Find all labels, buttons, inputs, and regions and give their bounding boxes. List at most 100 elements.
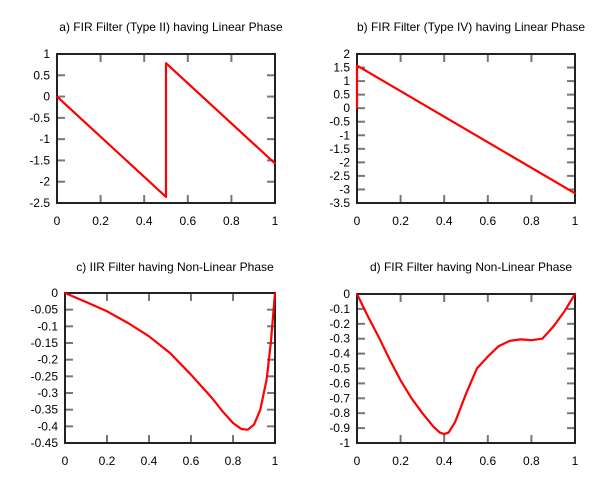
plot-frame [356, 53, 576, 204]
y-tick-label: 0.5 [33, 68, 50, 82]
y-tick-label: -0.5 [329, 362, 350, 376]
data-point [563, 311, 565, 313]
y-tick-label: -0.4 [37, 419, 58, 433]
y-tick-label: -0.5 [29, 111, 50, 125]
y-tick-label: -0.5 [329, 115, 350, 129]
data-point [432, 425, 435, 428]
y-tick-label: -3 [339, 182, 350, 196]
y-tick-label: -1 [339, 436, 350, 450]
y-tick-label: -0.1 [329, 302, 350, 316]
data-point [367, 315, 369, 318]
series-line [355, 64, 576, 195]
data-point [274, 292, 276, 294]
y-tick-label: -0.2 [329, 317, 350, 331]
subplot-title: a) FIR Filter (Type II) having Linear Ph… [59, 20, 283, 34]
subplot-title: d) FIR Filter having Non-Linear Phase [370, 260, 572, 274]
data-point [465, 393, 467, 395]
data-point [476, 367, 478, 370]
subplot-2: c) IIR Filter having Non-Linear Phase0-0… [31, 260, 279, 468]
y-tick-label: -0.3 [329, 332, 350, 346]
y-tick-label: -3.5 [329, 196, 350, 210]
data-point [439, 431, 441, 434]
data-point [399, 379, 402, 382]
y-tick-label: -0.35 [31, 403, 59, 417]
y-tick-label: 1.5 [333, 61, 350, 75]
y-tick-label: -2 [39, 175, 50, 189]
series-line [56, 62, 276, 198]
x-tick-label: 0.6 [183, 454, 200, 468]
y-tick-label: 2 [343, 47, 350, 61]
data-point [64, 292, 66, 294]
subplot-title: b) FIR Filter (Type IV) having Linear Ph… [357, 20, 585, 34]
data-point [541, 337, 544, 340]
data-point [221, 410, 224, 413]
x-tick-label: 0.2 [99, 454, 116, 468]
y-tick-label: -1.5 [329, 142, 350, 156]
y-tick-label: 1 [43, 47, 50, 61]
data-point [190, 373, 192, 376]
y-tick-label: 0 [51, 286, 58, 300]
x-tick-label: 0.2 [92, 214, 109, 228]
data-point [127, 322, 129, 324]
x-tick-label: 0.6 [479, 214, 496, 228]
x-tick-label: 0.8 [225, 454, 242, 468]
subplot-3: d) FIR Filter having Non-Linear Phase0-0… [329, 260, 578, 468]
x-tick-label: 0.4 [136, 214, 153, 228]
data-point [356, 293, 358, 295]
subplot-0: a) FIR Filter (Type II) having Linear Ph… [29, 20, 283, 228]
data-point [530, 339, 533, 341]
data-point [552, 325, 554, 328]
x-tick-label: 1 [272, 454, 279, 468]
plot-frame [64, 292, 276, 444]
y-tick-label: -0.05 [31, 303, 59, 317]
data-point [270, 342, 272, 344]
y-tick-label: -2.5 [29, 196, 50, 210]
data-point [454, 421, 456, 423]
data-point [447, 431, 450, 434]
data-point [388, 358, 391, 361]
y-tick-label: 1 [343, 74, 350, 88]
subplot-1: b) FIR Filter (Type IV) having Linear Ph… [329, 20, 585, 228]
x-tick-label: 0.6 [479, 454, 496, 468]
data-point [232, 422, 234, 424]
y-tick-label: 0.5 [333, 88, 350, 102]
y-tick-label: -0.25 [31, 369, 59, 383]
data-point [378, 336, 380, 339]
x-tick-label: 1 [572, 214, 579, 228]
y-tick-label: 0 [343, 101, 350, 115]
y-tick-label: -0.45 [31, 436, 59, 450]
y-tick-label: -0.6 [329, 376, 350, 390]
data-point [574, 192, 576, 195]
data-point [56, 95, 58, 98]
data-point [165, 196, 167, 198]
y-tick-label: -2.5 [329, 169, 350, 183]
x-tick-label: 0 [62, 454, 69, 468]
y-tick-label: -0.8 [329, 406, 350, 420]
series-line [356, 293, 576, 436]
y-tick-label: -1.5 [29, 153, 50, 167]
x-tick-label: 0 [354, 454, 361, 468]
data-point [487, 355, 489, 358]
data-point [421, 412, 424, 415]
y-tick-label: -0.3 [37, 386, 58, 400]
y-tick-label: 0 [343, 287, 350, 301]
data-point [519, 338, 522, 341]
data-point [259, 408, 262, 411]
data-point [356, 107, 358, 109]
plot-frame [356, 293, 576, 444]
x-tick-label: 0.4 [436, 454, 453, 468]
data-point [574, 293, 576, 295]
x-tick-label: 0.8 [223, 214, 240, 228]
y-tick-label: -0.1 [37, 319, 58, 333]
x-tick-label: 0.8 [523, 454, 540, 468]
data-point [211, 397, 213, 399]
y-tick-label: -0.15 [31, 336, 59, 350]
x-tick-label: 0.4 [141, 454, 158, 468]
data-point [410, 397, 413, 400]
plot-frame [56, 53, 276, 204]
y-tick-label: -0.4 [329, 347, 350, 361]
x-tick-label: 0 [54, 214, 61, 228]
subplot-title: c) IIR Filter having Non-Linear Phase [76, 260, 274, 274]
data-point [274, 162, 276, 165]
data-point [246, 428, 249, 431]
